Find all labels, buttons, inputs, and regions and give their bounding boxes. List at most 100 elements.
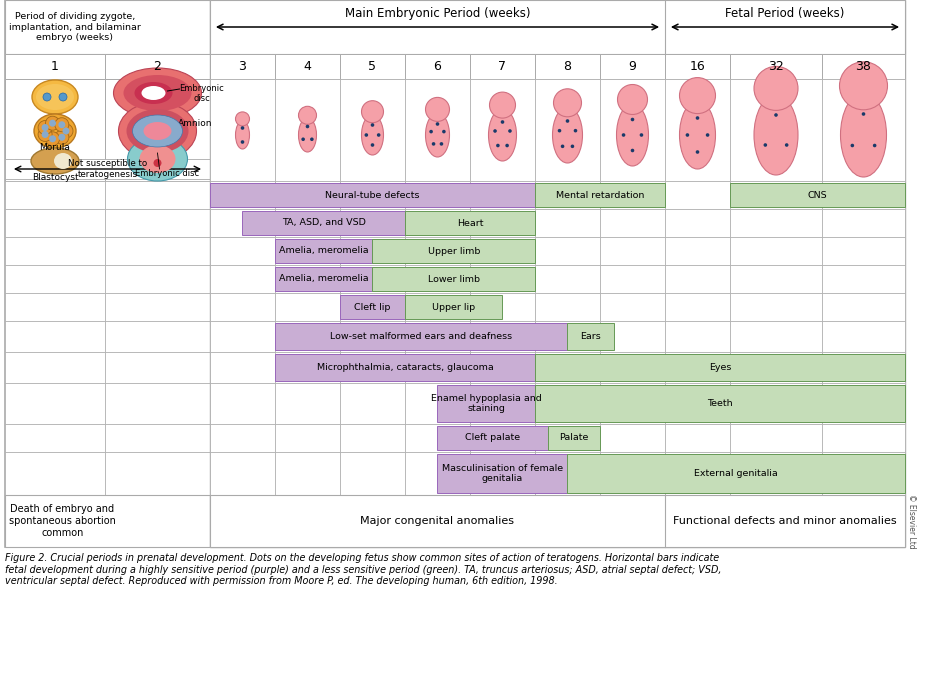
- Bar: [275, 321, 340, 352]
- Bar: [822, 293, 905, 321]
- Bar: [340, 352, 405, 383]
- Circle shape: [58, 122, 65, 128]
- Circle shape: [696, 151, 699, 154]
- Circle shape: [553, 89, 582, 117]
- Circle shape: [154, 159, 161, 167]
- Text: Fetal Period (weeks): Fetal Period (weeks): [725, 7, 845, 20]
- Bar: [340, 452, 405, 495]
- Circle shape: [299, 106, 317, 124]
- Bar: [405, 321, 470, 352]
- Ellipse shape: [552, 107, 583, 163]
- Bar: [822, 452, 905, 495]
- Bar: [210, 0, 905, 547]
- Bar: [730, 79, 822, 181]
- Bar: [535, 385, 905, 422]
- Bar: [548, 426, 600, 450]
- Bar: [275, 352, 340, 383]
- Bar: [665, 209, 730, 237]
- Bar: [275, 354, 535, 381]
- Text: Death of embryo and
spontaneous abortion
common: Death of embryo and spontaneous abortion…: [9, 504, 116, 537]
- Bar: [105, 54, 210, 79]
- Ellipse shape: [135, 82, 173, 104]
- Bar: [340, 295, 405, 319]
- Bar: [105, 181, 210, 209]
- Bar: [568, 454, 905, 493]
- Ellipse shape: [754, 95, 798, 175]
- Circle shape: [873, 144, 877, 147]
- Circle shape: [764, 143, 767, 146]
- Bar: [405, 352, 470, 383]
- Text: Embryonic
disc: Embryonic disc: [179, 84, 224, 103]
- Bar: [730, 181, 822, 209]
- Bar: [210, 181, 275, 209]
- Bar: [340, 424, 405, 452]
- Bar: [730, 265, 822, 293]
- Bar: [340, 54, 405, 79]
- Bar: [600, 352, 665, 383]
- Ellipse shape: [126, 109, 189, 153]
- Bar: [470, 237, 535, 265]
- Bar: [405, 209, 470, 237]
- Circle shape: [566, 119, 569, 123]
- Text: Morula: Morula: [40, 144, 70, 153]
- Bar: [665, 352, 730, 383]
- Bar: [470, 181, 535, 209]
- Bar: [5, 321, 105, 352]
- Bar: [405, 265, 470, 293]
- Bar: [5, 209, 105, 237]
- Bar: [437, 454, 568, 493]
- Bar: [340, 237, 405, 265]
- Bar: [665, 452, 730, 495]
- Text: Amelia, meromelia: Amelia, meromelia: [279, 275, 368, 284]
- Bar: [210, 183, 535, 207]
- Ellipse shape: [114, 68, 201, 118]
- Bar: [105, 352, 210, 383]
- Text: 16: 16: [690, 60, 705, 73]
- Bar: [275, 181, 340, 209]
- Bar: [600, 54, 665, 79]
- Circle shape: [59, 124, 73, 138]
- Bar: [405, 54, 470, 79]
- Circle shape: [432, 142, 436, 146]
- Bar: [210, 265, 275, 293]
- Bar: [665, 181, 730, 209]
- Bar: [822, 265, 905, 293]
- Text: 7: 7: [498, 60, 507, 73]
- Bar: [535, 54, 600, 79]
- Bar: [5, 293, 105, 321]
- Bar: [105, 452, 210, 495]
- Bar: [600, 452, 665, 495]
- Text: 6: 6: [434, 60, 441, 73]
- Text: Low-set malformed ears and deafness: Low-set malformed ears and deafness: [330, 332, 512, 341]
- Circle shape: [862, 112, 865, 116]
- Bar: [210, 79, 275, 181]
- Text: Cleft lip: Cleft lip: [354, 302, 391, 311]
- Circle shape: [38, 121, 52, 134]
- Bar: [105, 237, 210, 265]
- Circle shape: [377, 133, 381, 137]
- Ellipse shape: [841, 93, 886, 177]
- Text: 3: 3: [238, 60, 247, 73]
- Bar: [470, 452, 535, 495]
- Bar: [210, 495, 905, 547]
- Text: Figure 2. Crucial periods in prenatal development. Dots on the developing fetus : Figure 2. Crucial periods in prenatal de…: [5, 553, 721, 586]
- Bar: [105, 424, 210, 452]
- Bar: [210, 424, 275, 452]
- Bar: [600, 181, 665, 209]
- Bar: [665, 265, 730, 293]
- Circle shape: [706, 133, 710, 137]
- Circle shape: [631, 117, 634, 121]
- Ellipse shape: [299, 118, 317, 152]
- Text: CNS: CNS: [808, 190, 828, 200]
- Ellipse shape: [235, 121, 250, 149]
- Circle shape: [310, 138, 314, 141]
- Text: Neural-tube defects: Neural-tube defects: [326, 190, 419, 200]
- Ellipse shape: [123, 75, 192, 111]
- Ellipse shape: [141, 86, 165, 100]
- Text: Upper limb: Upper limb: [428, 246, 480, 256]
- Circle shape: [679, 78, 716, 113]
- Bar: [730, 183, 905, 207]
- Bar: [822, 209, 905, 237]
- Bar: [535, 209, 600, 237]
- Bar: [405, 424, 470, 452]
